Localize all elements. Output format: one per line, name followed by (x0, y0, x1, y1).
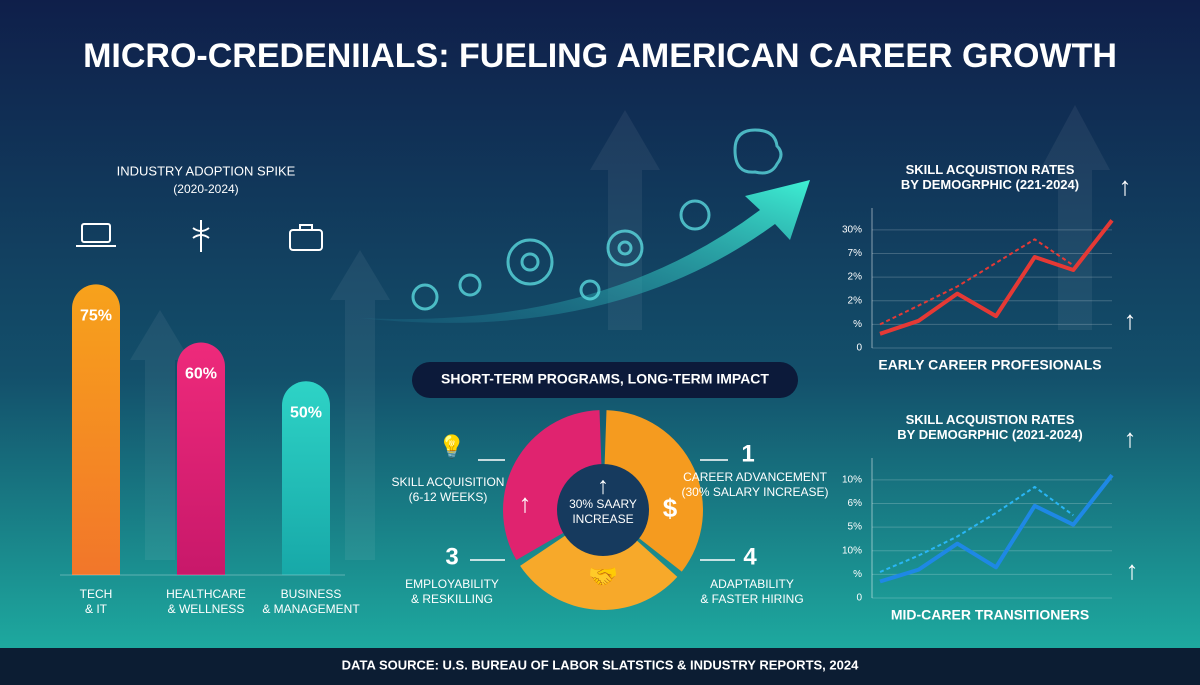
data-line (879, 485, 1074, 573)
growth-arrow (360, 180, 810, 323)
svg-text:↑: ↑ (1124, 423, 1137, 453)
y-tick-label: 2% (848, 272, 863, 283)
step-label: EMPLOYABILITY & RESKILLING (405, 577, 499, 606)
category-label: TECH & IT (80, 587, 113, 616)
chart-title: INDUSTRY ADOPTION SPIKE (117, 163, 296, 178)
y-tick-label: 5% (848, 522, 863, 533)
cycle-title: SHORT-TERM PROGRAMS, LONG-TERM IMPACT (441, 371, 769, 387)
category-label: HEALTHCARE & WELLNESS (166, 587, 246, 616)
y-tick-label: 0 (856, 593, 862, 604)
y-tick-label: 2% (848, 295, 863, 306)
y-tick-label: % (853, 319, 862, 330)
x-axis-label: MID-CARER TRANSITIONERS (891, 607, 1089, 623)
ring-segment (503, 410, 602, 560)
ring-segment (604, 410, 703, 572)
y-tick-label: 6% (848, 498, 863, 509)
bar (177, 342, 225, 575)
data-line (879, 473, 1114, 584)
bar-value-label: 60% (185, 366, 217, 383)
gears (411, 128, 783, 311)
y-tick-label: 7% (848, 248, 863, 259)
bulb-icon: 💡 (438, 434, 465, 459)
step-number: 3 (445, 543, 458, 570)
cycle-center-label: 30% SAARY INCREASE (569, 497, 637, 526)
step-label: SKILL ACQUISITION (6-12 WEEKS) (392, 475, 505, 504)
y-tick-label: 10% (842, 545, 862, 556)
step-label: CAREER ADVANCEMENT (30% SALARY INCREASE) (682, 470, 829, 499)
data-line (879, 219, 1114, 336)
step-label: ADAPTABILITY & FASTER HIRING (700, 577, 803, 606)
up-arrow: ↑ (519, 488, 532, 518)
main-title: MICRO-CREDENIIALS: FUELING AMERICAN CARE… (83, 37, 1117, 75)
y-tick-label: 0 (856, 343, 862, 354)
cycle-center (557, 464, 649, 556)
y-tick-label: 10% (842, 474, 862, 485)
y-tick-label: % (853, 569, 862, 580)
svg-text:↑: ↑ (1124, 305, 1137, 335)
ring-segment (520, 535, 678, 610)
footer-bar (0, 648, 1200, 685)
bar (282, 381, 330, 575)
cycle-title-pill (412, 362, 798, 398)
x-axis-label: EARLY CAREER PROFESIONALS (878, 357, 1101, 373)
category-label: BUSINESS & MANAGEMENT (262, 587, 360, 616)
arrow-icons: ↑ ↑ ↑ ↑ (1119, 171, 1139, 585)
chart-title: SKILL ACQUISTION RATES BY DEMOGRPHIC (221… (901, 162, 1079, 192)
bar-value-label: 75% (80, 308, 112, 325)
handshake-icon: 🤝 (588, 563, 618, 590)
footer: DATA SOURCE: U.S. BUREAU OF LABOR SLATST… (342, 657, 859, 672)
up-arrow: ↑ (597, 472, 609, 499)
step-number: 4 (743, 543, 757, 570)
chart-subtitle: (2020-2024) (173, 182, 238, 196)
data-line (879, 238, 1074, 326)
step-number: 1 (741, 440, 754, 467)
chart-title: SKILL ACQUISTION RATES BY DEMOGRPHIC (202… (897, 412, 1082, 442)
y-tick-label: 30% (842, 224, 862, 235)
dollar-icon: $ (663, 493, 678, 523)
svg-text:↑: ↑ (1119, 171, 1132, 201)
bar (72, 284, 120, 575)
cycle-ring (503, 410, 703, 610)
category-icons (76, 220, 323, 252)
svg-text:↑: ↑ (1126, 555, 1139, 585)
connector-lines (470, 459, 735, 561)
bar-value-label: 50% (290, 404, 322, 421)
bg-arrows (130, 105, 1110, 560)
